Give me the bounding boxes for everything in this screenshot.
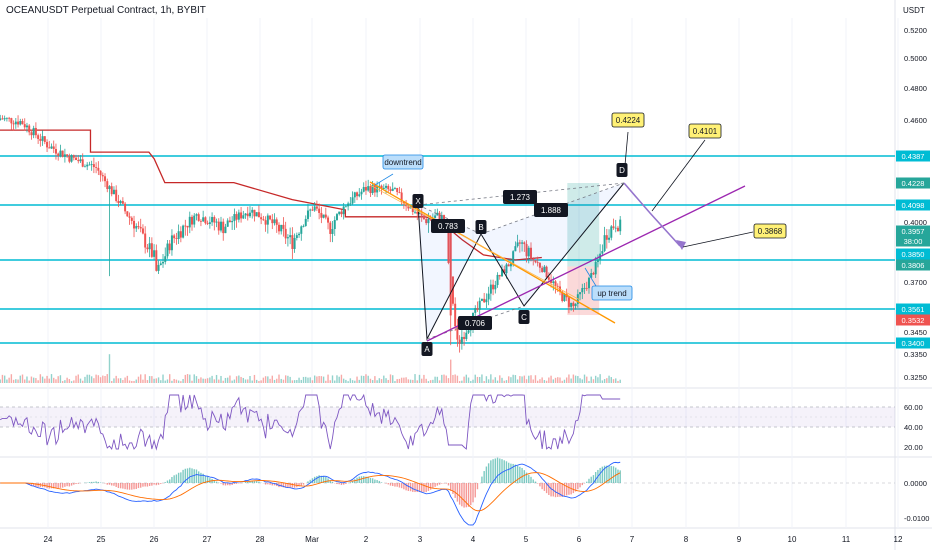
price-label-text: 0.3561 <box>902 305 925 314</box>
rsi-line <box>0 393 621 451</box>
time-tick-label: 25 <box>97 535 106 544</box>
projection-path <box>623 182 681 247</box>
price-label-text: 0.4387 <box>902 152 925 161</box>
time-tick-label: 2 <box>364 535 369 544</box>
time-tick-label: 24 <box>44 535 53 544</box>
price-tick-label: 0.3250 <box>904 373 927 382</box>
pattern-point-c-box <box>518 310 530 324</box>
pattern-point-x: X <box>415 197 421 206</box>
time-tick-label: 28 <box>256 535 265 544</box>
time-tick-label: 7 <box>630 535 635 544</box>
time-tick-label: 5 <box>524 535 529 544</box>
rsi-band <box>0 407 895 427</box>
price-label-box <box>896 259 930 271</box>
time-axis: 24 25 26 27 28 Mar 2 3 4 5 6 7 8 9 10 11 12 <box>44 535 903 544</box>
currency-label: USDT <box>903 6 925 15</box>
chart-drawings <box>369 131 754 342</box>
pattern-point-b-box <box>475 220 487 234</box>
fib-ratio-label-box <box>458 316 492 330</box>
target-label: 0.3868 <box>758 227 783 236</box>
price-axis: USDT 0.5200 0.5000 0.4800 0.4600 0.4000 0.3700… <box>903 6 929 523</box>
target-label: 0.4224 <box>616 116 641 125</box>
price-label-box <box>896 303 930 315</box>
target-label-box <box>688 123 722 139</box>
time-tick-label: 3 <box>418 535 423 544</box>
price-tick-label: 0.3450 <box>904 328 927 337</box>
uptrend-line <box>426 185 746 342</box>
signal-line <box>0 472 621 512</box>
fib-ratio-label: 0.706 <box>465 319 486 328</box>
fib-ratio-label-box <box>431 219 465 233</box>
price-tick-label: 0.4000 <box>904 218 927 227</box>
time-tick-label: 9 <box>737 535 742 544</box>
time-tick-label: 11 <box>842 535 851 544</box>
rsi-tick-label: 60.00 <box>904 403 923 412</box>
price-tick-label: 0.5200 <box>904 26 927 35</box>
fib-ratio-label-box <box>503 190 537 204</box>
target-label-box <box>753 223 787 239</box>
rsi-pane <box>0 393 895 451</box>
price-tick-label: 0.3350 <box>904 350 927 359</box>
pattern-point-c: C <box>521 313 527 322</box>
macd-pane <box>0 457 895 526</box>
price-tick-label: 0.5000 <box>904 54 927 63</box>
grid <box>47 18 899 528</box>
price-label-text: 0.3532 <box>902 316 925 325</box>
price-label-text: 0.3957 <box>902 227 925 236</box>
price-label-text: 0.3806 <box>902 261 925 270</box>
price-label-box <box>896 235 930 247</box>
price-label-box <box>896 177 930 189</box>
macd-tick-label: -0.0100 <box>904 514 929 523</box>
time-tick-label: 12 <box>894 535 903 544</box>
target-label-box <box>611 112 645 128</box>
pattern-point-b: B <box>478 223 483 232</box>
target-label: 0.4101 <box>693 127 718 136</box>
price-label-box <box>896 337 930 349</box>
price-tick-label: 0.3700 <box>904 278 927 287</box>
price-label-box <box>896 248 930 260</box>
annotation-downtrend-box <box>382 154 424 170</box>
price-label-box <box>896 314 930 326</box>
rsi-tick-label: 20.00 <box>904 443 923 452</box>
rsi-tick-label: 40.00 <box>904 423 923 432</box>
time-tick-label: Mar <box>305 535 319 544</box>
price-label-text: 0.4098 <box>902 201 925 210</box>
fib-ratio-label: 1.273 <box>510 193 531 202</box>
fib-ratio-label: 1.888 <box>541 206 562 215</box>
time-tick-label: 10 <box>788 535 797 544</box>
price-label-text: 0.3400 <box>902 339 925 348</box>
price-label-text: 0.4228 <box>902 179 925 188</box>
macd-tick-label: 0.0000 <box>904 479 927 488</box>
time-tick-label: 26 <box>150 535 159 544</box>
annotation-downtrend: downtrend <box>384 158 421 167</box>
fib-ratio-label: 0.783 <box>438 222 459 231</box>
pattern-point-x-box <box>412 194 424 208</box>
time-tick-label: 27 <box>203 535 212 544</box>
time-tick-label: 6 <box>577 535 582 544</box>
price-tick-label: 0.4800 <box>904 84 927 93</box>
profit-zone <box>567 183 600 267</box>
time-tick-label: 8 <box>684 535 689 544</box>
price-label-box <box>896 199 930 211</box>
fib-ratio-label-box <box>534 203 568 217</box>
annotation-uptrend-box <box>591 285 633 301</box>
chart-labels: X A B C D 0.783 0.706 1.273 1.888 0.4224 0.4101 0.3… <box>382 112 787 356</box>
price-tick-label: 0.4600 <box>904 116 927 125</box>
annotation-uptrend: up trend <box>597 289 626 298</box>
pattern-point-d-box <box>616 163 628 177</box>
chart-title: OCEANUSDT Perpetual Contract, 1h, BYBIT <box>6 5 206 16</box>
pattern-point-a: A <box>424 345 430 354</box>
price-label-box <box>896 225 930 237</box>
time-tick-label: 4 <box>471 535 476 544</box>
price-label-box <box>896 150 930 162</box>
price-label-text: 0.3850 <box>902 250 925 259</box>
pattern-point-a-box <box>421 342 433 356</box>
price-label-text: 38:00 <box>904 237 923 246</box>
pattern-point-d: D <box>619 166 625 175</box>
volume-bars <box>0 354 621 383</box>
